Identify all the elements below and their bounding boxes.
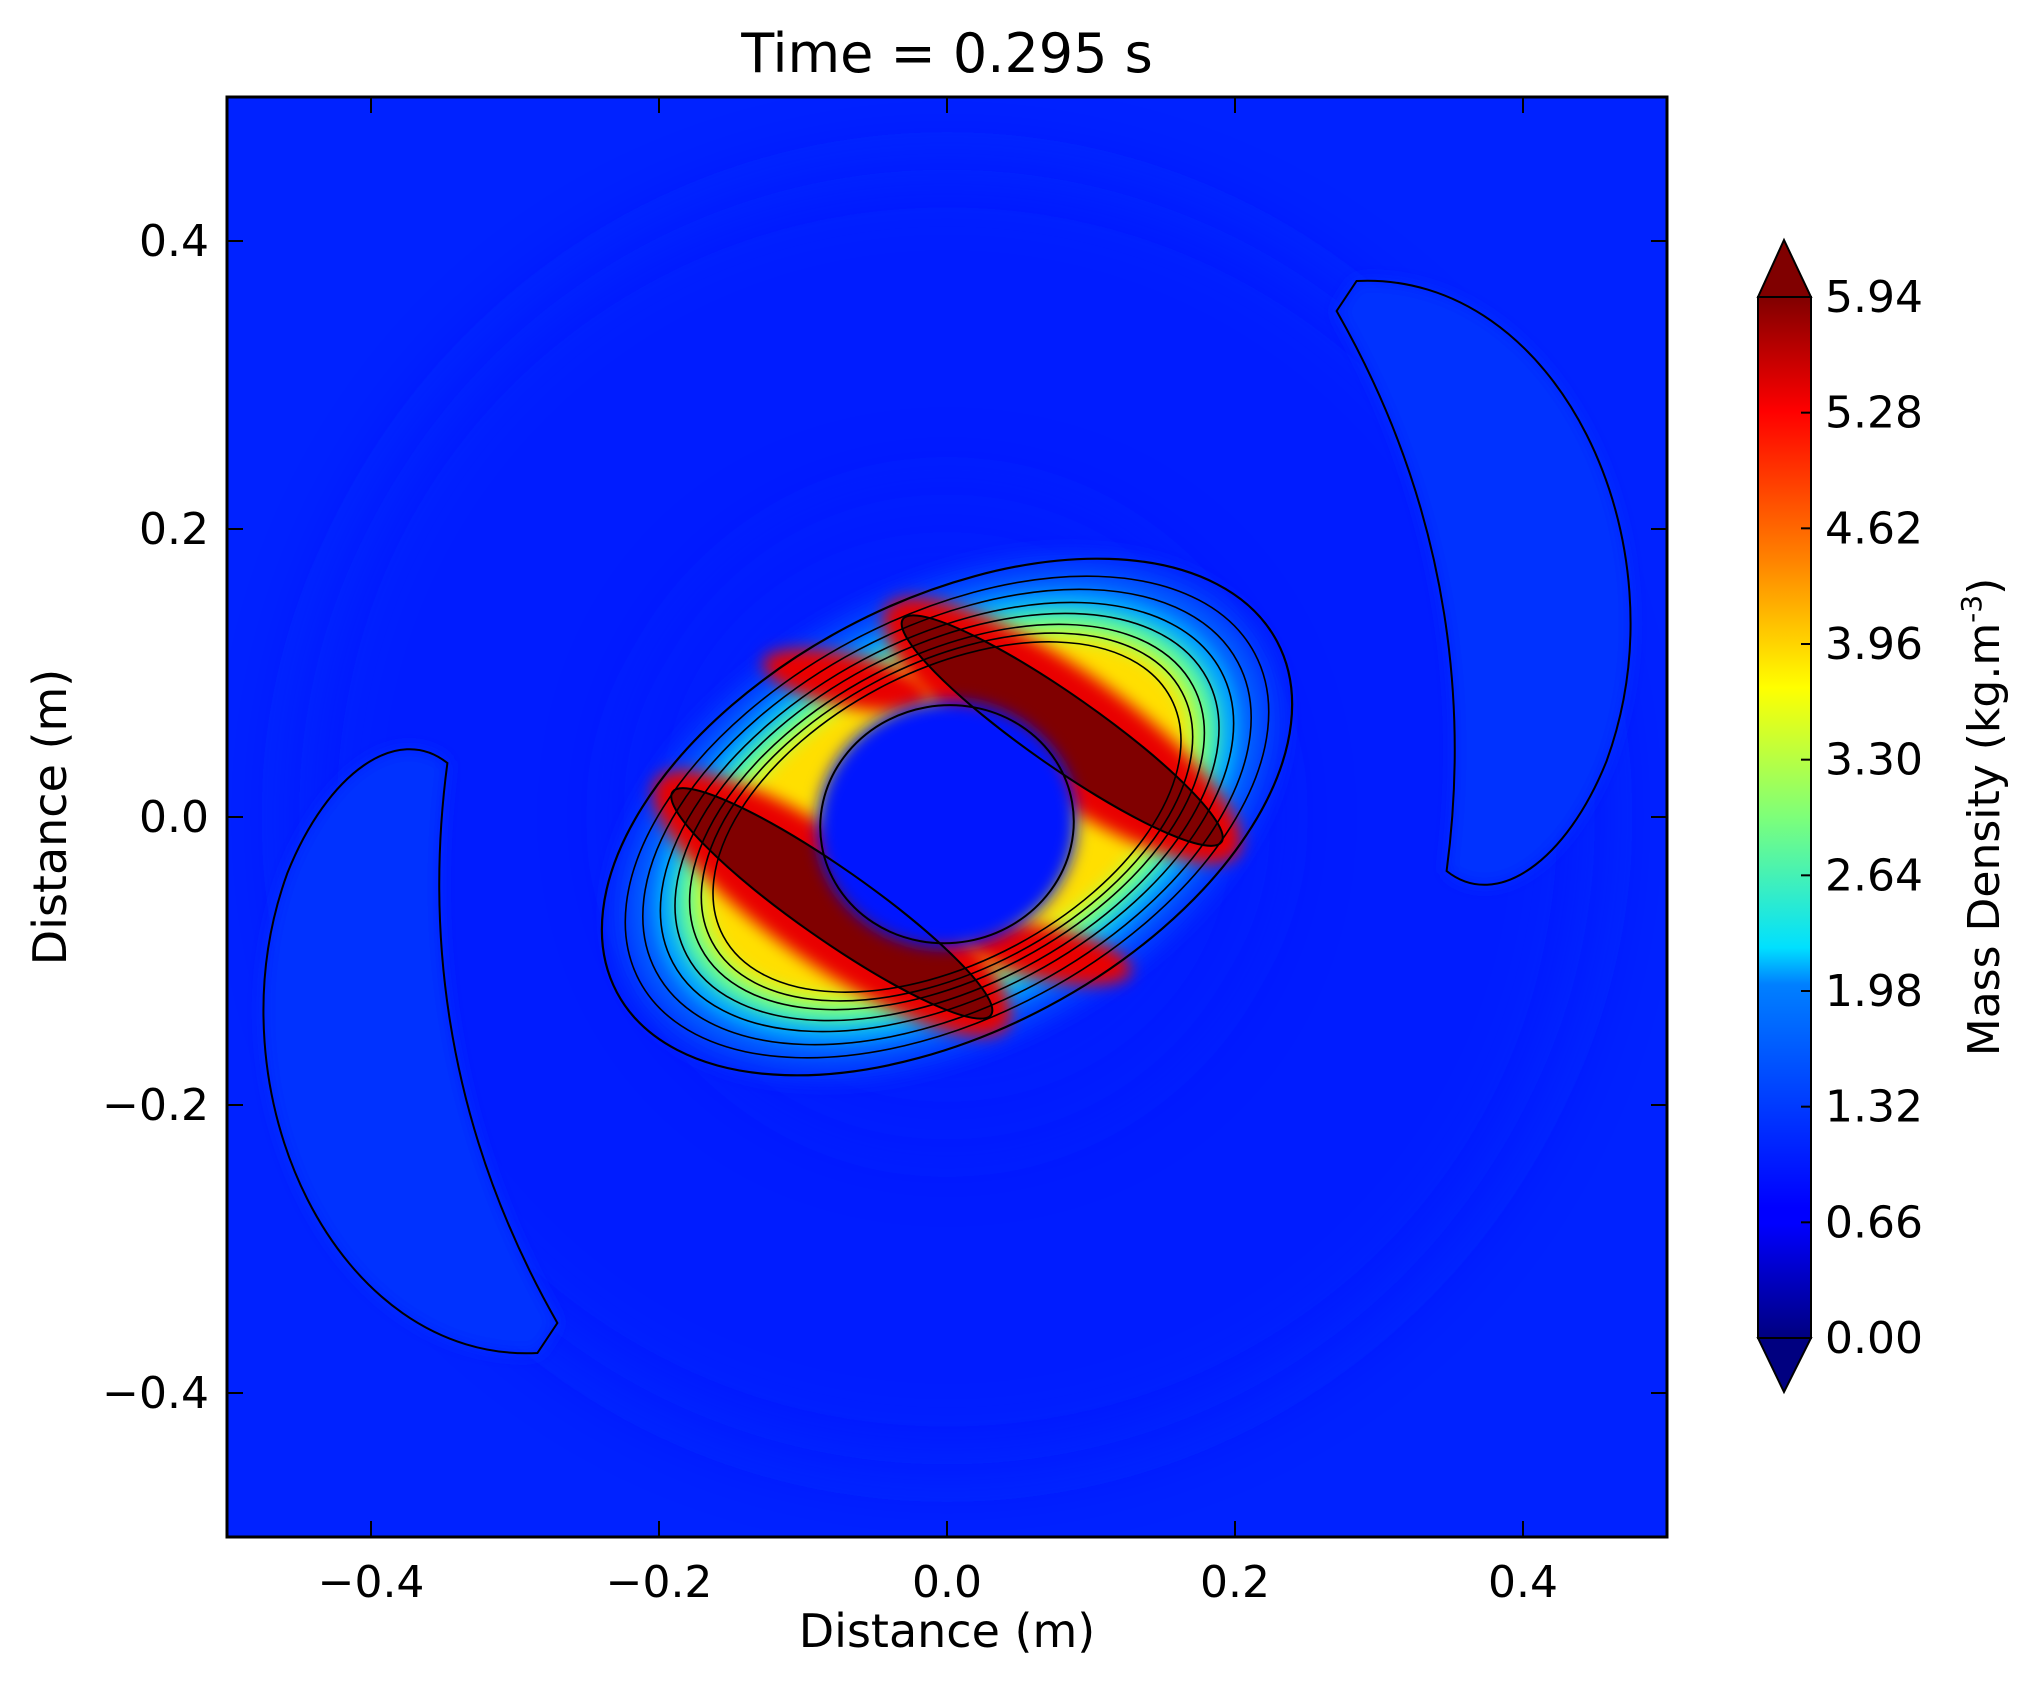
ring-contour-6 (700, 632, 1194, 1002)
axis-ticks: −0.4 −0.2 0.0 0.2 0.4 −0.4 −0.2 0.0 0.2 0.4 (102, 97, 1667, 1608)
y-axis-label: Distance (m) (23, 669, 77, 965)
colorbar-tick-label: 5.28 (1825, 388, 1923, 439)
density-field (227, 97, 1667, 1537)
arm-core-0 (901, 615, 1223, 846)
ring-contour-3 (659, 601, 1235, 1033)
colorbar-tick-label: 2.64 (1825, 850, 1923, 901)
colorbar-extend-min (1756, 1337, 1813, 1395)
arm-contour-1 (670, 787, 994, 1020)
colorbar-label: Mass Density (kg.m-3) (1955, 578, 2010, 1057)
ring-contour-group (600, 557, 1294, 1077)
crescent-left-contour (262, 748, 559, 1355)
colorbar: 0.00 0.66 1.32 1.98 2.64 3.30 3.96 4.62 5.28 5.94… (1756, 237, 2010, 1395)
crescent-right-contour (1335, 279, 1632, 886)
colorbar-tick-label: 0.00 (1825, 1313, 1923, 1364)
x-tick-label: 0.2 (1200, 1557, 1270, 1608)
y-tick-label: 0.2 (139, 504, 209, 555)
ring-contour-2 (642, 588, 1252, 1046)
colorbar-tick-label: 0.66 (1825, 1197, 1923, 1248)
y-tick-label: 0.0 (139, 792, 209, 843)
colorbar-tick-label: 1.98 (1825, 966, 1923, 1017)
ring-contour-7 (712, 641, 1182, 993)
ring-contour-0 (600, 557, 1294, 1077)
crescent-left-fill (263, 749, 558, 1354)
y-tick-label: −0.2 (102, 1080, 209, 1131)
colorbar-ticks: 0.00 0.66 1.32 1.98 2.64 3.30 3.96 4.62 5.28 5.94 (1801, 272, 1923, 1364)
x-axis-label: Distance (m) (799, 1604, 1095, 1658)
ring-contour-1 (624, 575, 1270, 1059)
crescent-right-fill (1336, 280, 1631, 885)
cavity-contour (819, 704, 1075, 945)
colorbar-label-text: Mass Density (kg.m (1959, 623, 2010, 1056)
ring-contour-5 (688, 623, 1206, 1011)
colorbar-extend-max (1756, 237, 1813, 298)
y-tick-label: −0.4 (102, 1368, 209, 1419)
x-tick-label: 0.0 (912, 1557, 982, 1608)
arm-contour-0 (900, 614, 1224, 847)
colorbar-label-superscript: -3 (1955, 595, 1988, 623)
colorbar-label-close: ) (1959, 578, 2010, 595)
colorbar-tick-label: 4.62 (1825, 503, 1923, 554)
x-tick-label: −0.2 (606, 1557, 713, 1608)
chart-title: Time = 0.295 s (740, 22, 1153, 85)
colorbar-tick-label: 3.30 (1825, 735, 1923, 786)
ring-contour-4 (674, 612, 1220, 1022)
colorbar-tick-label: 3.96 (1825, 619, 1923, 670)
cavity-fill (817, 701, 1077, 948)
colorbar-tick-label: 1.32 (1825, 1082, 1923, 1133)
colorbar-tick-label: 5.94 (1825, 272, 1923, 323)
y-tick-label: 0.4 (139, 216, 209, 267)
arm-core-1 (671, 788, 993, 1019)
x-tick-label: −0.4 (318, 1557, 425, 1608)
x-tick-label: 0.4 (1488, 1557, 1558, 1608)
contour-lines (262, 279, 1632, 1355)
colorbar-gradient (1757, 296, 1812, 1339)
